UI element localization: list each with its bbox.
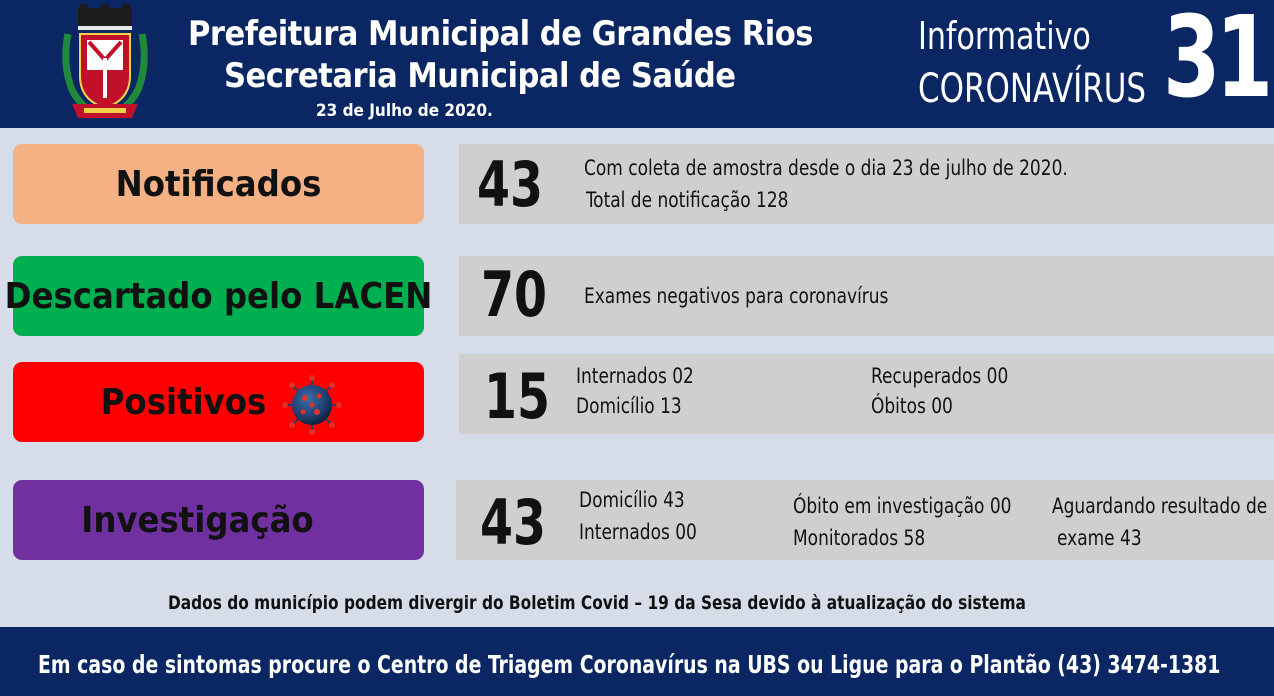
positivos-recuperados: Recuperados 00	[871, 364, 1009, 388]
investigacao-aguardando-line1: Aguardando resultado de	[1052, 494, 1268, 518]
header-informativo-label: Informativo	[918, 14, 1091, 58]
positivos-domicilio: Domicílio 13	[576, 394, 682, 418]
notificados-line2: Total de notificação 128	[586, 188, 789, 212]
positivos-count: 15	[484, 360, 550, 433]
investigacao-label: Investigação	[81, 499, 314, 541]
positivos-internados: Internados 02	[576, 364, 694, 388]
footer-banner: Em caso de sintomas procure o Centro de …	[0, 627, 1274, 696]
notificados-line1: Com coleta de amostra desde o dia 23 de …	[584, 156, 1068, 180]
header-title-line1: Prefeitura Municipal de Grandes Rios	[188, 14, 813, 54]
investigacao-monitorados: Monitorados 58	[793, 526, 926, 550]
coronavirus-icon	[282, 375, 342, 435]
investigacao-domicilio: Domicílio 43	[579, 488, 685, 512]
positivos-label-box: Positivos	[13, 362, 424, 442]
descartado-count: 70	[481, 258, 547, 331]
positivos-info-box: 15 Internados 02 Domicílio 13 Recuperado…	[459, 354, 1274, 434]
bulletin-number: 31	[1163, 0, 1273, 123]
investigacao-aguardando-line2: exame 43	[1057, 526, 1142, 550]
header-date: 23 de Julho de 2020.	[316, 101, 493, 121]
header-title-line2: Secretaria Municipal de Saúde	[224, 56, 736, 96]
header-coronavirus-label: CORONAVÍRUS	[918, 66, 1147, 112]
notificados-count: 43	[477, 148, 543, 221]
positivos-obitos: Óbitos 00	[871, 394, 953, 418]
municipal-coat-of-arms-icon	[62, 4, 148, 118]
descartado-label: Descartado pelo LACEN	[4, 275, 433, 317]
descartado-line1: Exames negativos para coronavírus	[584, 284, 889, 308]
notificados-info-box: 43 Com coleta de amostra desde o dia 23 …	[459, 144, 1274, 224]
positivos-label: Positivos	[100, 381, 267, 423]
investigacao-obito: Óbito em investigação 00	[793, 494, 1012, 518]
footer-contact-text: Em caso de sintomas procure o Centro de …	[38, 650, 1221, 679]
descartado-label-box: Descartado pelo LACEN	[5, 256, 432, 336]
disclaimer-text: Dados do município podem divergir do Bol…	[168, 592, 1026, 614]
investigacao-count: 43	[480, 486, 546, 559]
notificados-label: Notificados	[115, 163, 322, 205]
header-banner: Prefeitura Municipal de Grandes Rios Sec…	[0, 0, 1274, 128]
investigacao-internados: Internados 00	[579, 520, 697, 544]
investigacao-label-box: Investigação	[13, 480, 424, 560]
notificados-label-box: Notificados	[13, 144, 424, 224]
descartado-info-box: 70 Exames negativos para coronavírus	[459, 256, 1274, 336]
investigacao-info-box: 43 Domicílio 43 Internados 00 Óbito em i…	[456, 480, 1274, 560]
